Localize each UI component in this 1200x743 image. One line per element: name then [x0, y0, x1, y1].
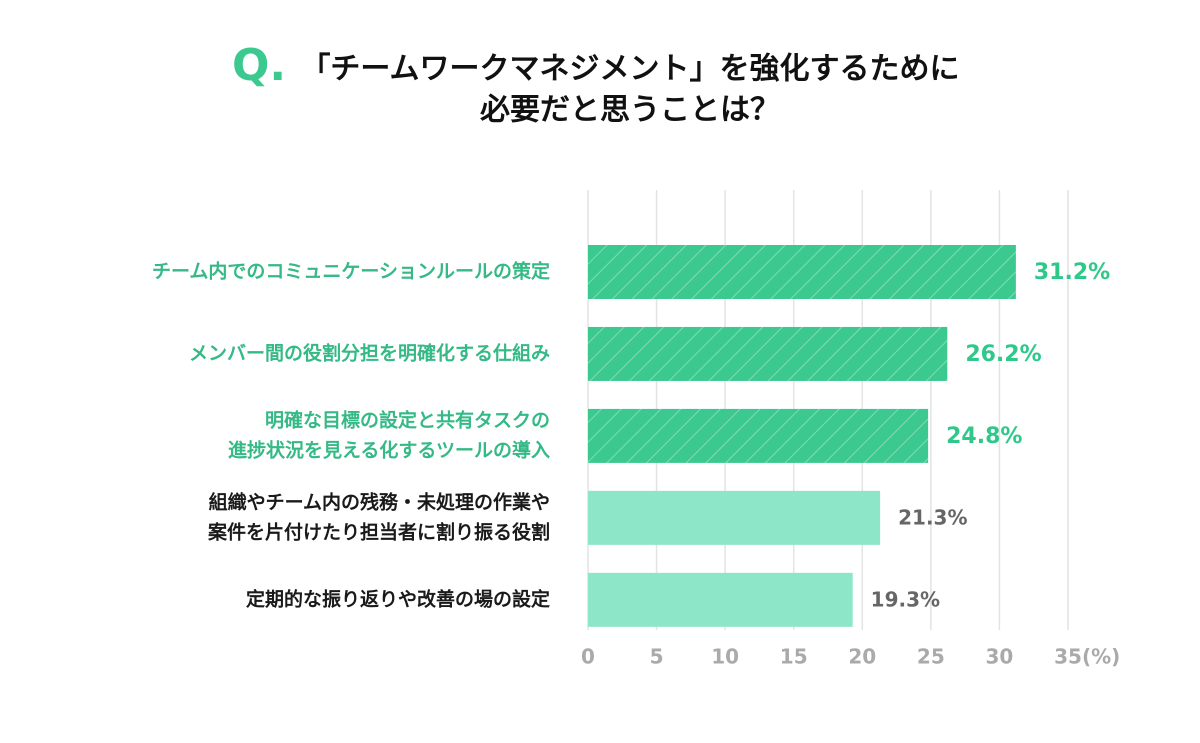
bar-hatch	[588, 326, 948, 381]
bar	[588, 572, 853, 627]
y-tick-label: チーム内でのコミュニケーションルールの策定	[152, 260, 550, 283]
bar-hatch	[588, 245, 1016, 299]
x-tick-label: 20	[848, 645, 876, 669]
value-label: 24.8%	[946, 424, 1022, 449]
chart-title: 「チームワークマネジメント」を強化するために	[300, 52, 959, 87]
value-label: 26.2%	[965, 342, 1041, 367]
y-tick-label: 明確な目標の設定と共有タスクの	[265, 408, 550, 431]
x-tick-label: 30	[986, 645, 1014, 669]
x-tick-label: 0	[581, 645, 595, 669]
value-label: 19.3%	[871, 587, 940, 611]
y-tick-label: 案件を片付けたり担当者に割り振る役割	[207, 520, 550, 543]
chart-title: 必要だと思うことは？	[480, 93, 780, 128]
x-tick-label: 5	[650, 645, 664, 669]
title-marker: Q.	[232, 40, 286, 91]
bar	[588, 490, 881, 545]
y-tick-label: 定期的な振り返りや改善の場の設定	[246, 587, 550, 610]
y-tick-label: メンバー間の役割分担を明確化する仕組み	[189, 341, 550, 364]
y-tick-label: 組織やチーム内の残務・未処理の作業や	[209, 490, 550, 513]
value-label: 21.3%	[898, 505, 967, 529]
x-tick-label: 35	[1054, 645, 1082, 669]
value-label: 31.2%	[1034, 260, 1110, 285]
y-tick-label: 進捗状況を見える化するツールの導入	[228, 438, 550, 461]
x-tick-label: 15	[780, 645, 808, 669]
x-tick-label: 10	[711, 645, 739, 669]
x-unit: (%)	[1082, 645, 1120, 669]
x-tick-label: 25	[917, 645, 945, 669]
bar-hatch	[588, 408, 929, 463]
